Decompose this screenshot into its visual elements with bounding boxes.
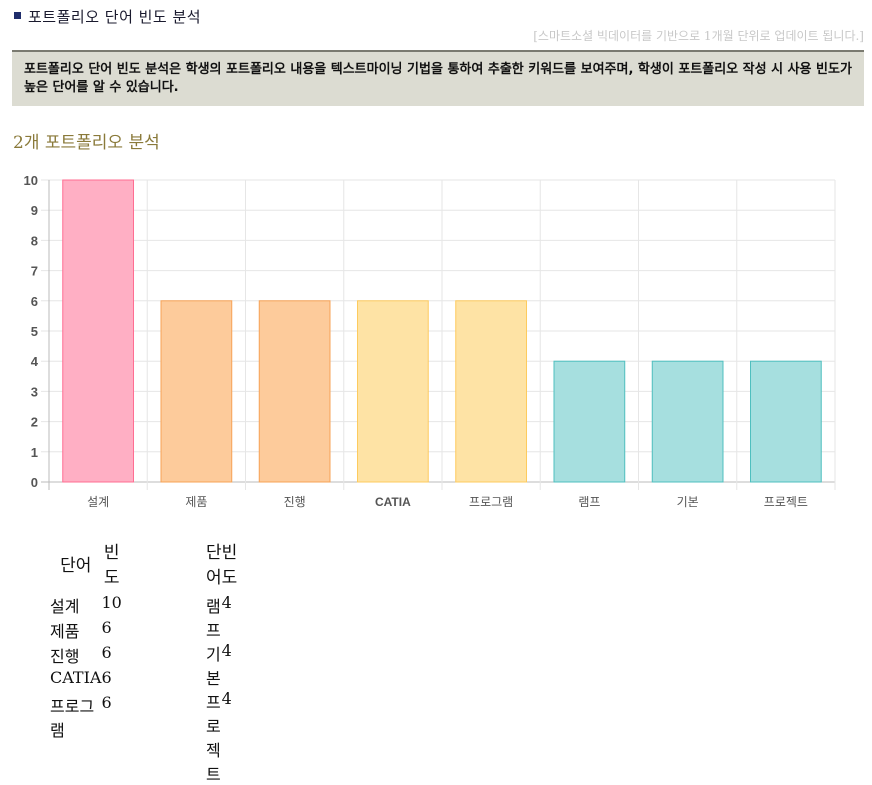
frequency-cell: 4 xyxy=(221,689,232,708)
description-text: 포트폴리오 단어 빈도 분석은 학생의 포트폴리오 내용을 텍스트마이닝 기법을… xyxy=(24,62,852,95)
frequency-cell: 6 xyxy=(101,668,112,687)
table-row: 램프 4 xyxy=(206,593,237,641)
x-category-label: 제품 xyxy=(185,495,207,509)
word-column-header: 단어 xyxy=(206,543,222,588)
table-header-row: 단어 빈도 xyxy=(50,538,122,593)
x-category-label: 프로젝트 xyxy=(764,495,808,509)
square-bullet-icon xyxy=(14,12,21,19)
y-tick-label: 6 xyxy=(31,294,38,309)
frequency-cell: 6 xyxy=(101,618,112,637)
y-tick-label: 2 xyxy=(31,415,38,430)
table-row: 설계 10 xyxy=(50,593,122,618)
y-tick-label: 10 xyxy=(24,173,38,188)
frequency-table-left: 단어 빈도 설계 10 제품 6 진행 6 CATIA 6 프로그램 6 xyxy=(50,538,122,741)
bar-1 xyxy=(160,300,233,483)
frequency-cell: 6 xyxy=(101,643,112,662)
description-box: 포트폴리오 단어 빈도 분석은 학생의 포트폴리오 내용을 텍스트마이닝 기법을… xyxy=(12,50,864,106)
frequency-table-right: 단어 빈도 램프 4 기본 4 프로젝트 4 xyxy=(206,538,237,785)
word-column-header: 단어 xyxy=(60,555,92,576)
frequency-cell: 4 xyxy=(221,593,232,612)
bar-2 xyxy=(258,300,331,483)
word-cell: 기본 xyxy=(206,645,221,688)
x-category-label: 기본 xyxy=(677,495,699,509)
word-cell: 설계 xyxy=(50,597,80,616)
page-header: 포트폴리오 단어 빈도 분석 xyxy=(14,6,201,27)
word-cell: 프로그램 xyxy=(50,697,95,740)
frequency-column-header: 빈도 xyxy=(103,543,120,588)
word-cell: CATIA xyxy=(50,668,102,687)
y-tick-label: 3 xyxy=(31,384,38,399)
table-row: CATIA 6 xyxy=(50,668,122,693)
x-category-label: 프로그램 xyxy=(469,495,513,509)
y-tick-label: 4 xyxy=(31,354,39,369)
table-header-row: 단어 빈도 xyxy=(206,538,237,593)
x-category-label: 램프 xyxy=(578,495,600,509)
bar-5 xyxy=(553,360,626,483)
y-tick-label: 1 xyxy=(31,445,38,460)
page-title: 포트폴리오 단어 빈도 분석 xyxy=(28,8,202,26)
y-tick-label: 8 xyxy=(31,233,38,248)
bar-0 xyxy=(62,179,134,483)
frequency-cell: 6 xyxy=(101,693,112,712)
y-tick-label: 7 xyxy=(31,264,38,279)
word-cell: 램프 xyxy=(206,597,221,640)
word-cell: 제품 xyxy=(50,622,80,641)
section-title: 2개 포트폴리오 분석 xyxy=(13,133,160,153)
bar-7 xyxy=(750,360,822,483)
bar-3 xyxy=(357,300,429,483)
table-row: 기본 4 xyxy=(206,641,237,689)
table-row: 프로젝트 4 xyxy=(206,689,237,785)
y-tick-label: 0 xyxy=(31,475,38,490)
bar-6 xyxy=(651,360,724,483)
table-row: 진행 6 xyxy=(50,643,122,668)
table-row: 제품 6 xyxy=(50,618,122,643)
x-category-label: 진행 xyxy=(284,494,306,509)
word-frequency-bar-chart: 0 1 2 3 4 5 6 7 8 9 10 설계 제품 진행 CATIA 프로그램 램프 기본 프로젝트 xyxy=(24,173,836,509)
word-cell: 프로젝트 xyxy=(206,693,221,784)
frequency-cell: 10 xyxy=(101,593,122,612)
table-row: 프로그램 6 xyxy=(50,693,122,741)
word-cell: 진행 xyxy=(50,647,80,666)
y-tick-label: 9 xyxy=(31,203,38,218)
y-tick-label: 5 xyxy=(31,324,38,339)
bar-4 xyxy=(455,300,527,483)
frequency-cell: 4 xyxy=(221,641,232,660)
x-category-label: CATIA xyxy=(375,495,411,509)
frequency-column-header: 빈도 xyxy=(221,543,238,588)
update-notice: [스마트소셜 빅데이터를 기반으로 1개월 단위로 업데이트 됩니다.] xyxy=(533,29,864,43)
x-category-label: 설계 xyxy=(87,495,109,509)
